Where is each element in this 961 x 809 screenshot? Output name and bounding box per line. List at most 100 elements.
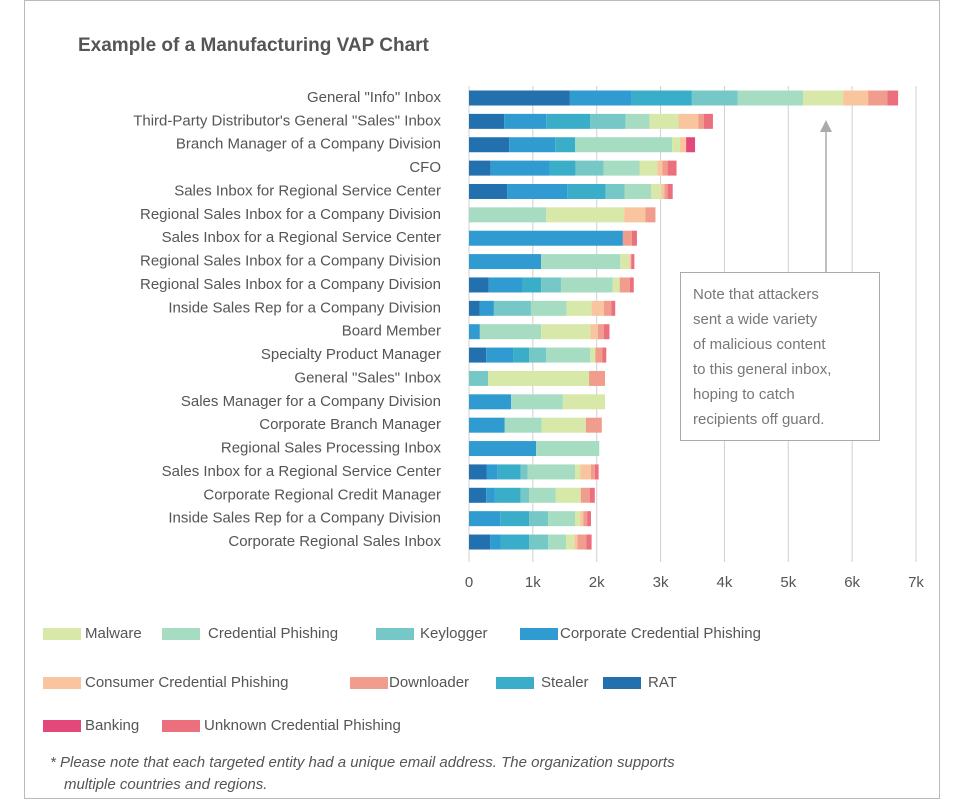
- y-tick-label: Corporate Branch Manager: [259, 416, 441, 433]
- bar-segment: [595, 347, 603, 363]
- x-tick-label: 2k: [589, 574, 605, 591]
- bar-segment: [511, 394, 563, 410]
- y-tick-label: Sales Manager for a Company Division: [181, 393, 441, 410]
- bar-segment: [612, 277, 620, 293]
- bar-segment: [590, 113, 626, 129]
- bar-segment: [583, 511, 588, 527]
- x-tick-label: 7k: [908, 574, 924, 591]
- bar-segment: [590, 324, 598, 340]
- bar-segment: [686, 137, 696, 153]
- annotation-line: Note that attackers: [693, 286, 819, 303]
- bar-segment: [529, 511, 549, 527]
- bar-segment: [469, 394, 512, 410]
- bar-segment: [513, 347, 530, 363]
- bar-segment: [541, 417, 586, 433]
- bar-segment: [575, 160, 604, 176]
- legend-label: Keylogger: [420, 625, 488, 642]
- bar-segment: [587, 511, 591, 527]
- bar-segment: [586, 534, 592, 550]
- bar-segment: [504, 417, 542, 433]
- bar-segment: [580, 487, 590, 503]
- bar-segment: [541, 324, 591, 340]
- bar-segment: [664, 183, 668, 199]
- y-tick-label: Specialty Product Manager: [261, 346, 441, 363]
- bar-segment: [589, 370, 606, 386]
- bar-segment: [566, 534, 575, 550]
- bar-segment: [580, 464, 591, 480]
- bar-segment: [469, 534, 491, 550]
- bar-segment: [469, 207, 547, 223]
- y-tick-label: Sales Inbox for a Regional Service Cente…: [162, 229, 441, 246]
- y-tick-label: Corporate Regional Credit Manager: [203, 486, 441, 503]
- x-tick-label: 3k: [653, 574, 669, 591]
- y-tick-label: Inside Sales Rep for a Company Division: [168, 299, 441, 316]
- bar-segment: [603, 324, 610, 340]
- bar-segment: [698, 113, 704, 129]
- bar-segment: [569, 90, 632, 106]
- legend-swatch: [162, 720, 200, 732]
- bar-segment: [555, 137, 576, 153]
- annotation-line: recipients off guard.: [693, 411, 824, 428]
- bar-segment: [843, 90, 869, 106]
- bar-segment: [469, 160, 491, 176]
- bar-segment: [494, 487, 521, 503]
- bar-segment: [469, 113, 505, 129]
- bar-segment: [629, 254, 632, 270]
- bar-segment: [469, 441, 537, 457]
- bar-segment: [602, 347, 607, 363]
- bar-segment: [549, 160, 576, 176]
- legend-swatch: [43, 677, 81, 689]
- y-tick-label: Regional Sales Inbox for a Company Divis…: [140, 276, 441, 293]
- bar-segment: [548, 534, 567, 550]
- footnote-line: multiple countries and regions.: [64, 776, 267, 793]
- bar-segment: [603, 300, 612, 316]
- legend-swatch: [520, 628, 558, 640]
- bar-segment: [631, 254, 635, 270]
- bar-segment: [737, 90, 803, 106]
- bar-segment: [887, 90, 899, 106]
- bar-segment: [529, 534, 549, 550]
- bar-segment: [546, 113, 591, 129]
- bar-segment: [629, 277, 634, 293]
- bar-segment: [591, 300, 604, 316]
- bar-segment: [703, 113, 713, 129]
- bar-segment: [555, 487, 581, 503]
- bar-segment: [620, 254, 630, 270]
- legend-label: Consumer Credential Phishing: [85, 674, 288, 691]
- bar-segment: [590, 464, 595, 480]
- bar-segment: [619, 277, 630, 293]
- legend-label: Malware: [85, 625, 142, 642]
- bar-segment: [469, 137, 510, 153]
- bar-segment: [479, 324, 542, 340]
- bar-segment: [662, 160, 668, 176]
- bar-segment: [520, 487, 530, 503]
- bar-segment: [624, 207, 646, 223]
- bar-segment: [520, 464, 528, 480]
- bar-segment: [548, 511, 576, 527]
- bar-segment: [469, 417, 505, 433]
- bar-segment: [488, 277, 523, 293]
- legend-swatch: [350, 677, 388, 689]
- bar-segment: [546, 347, 591, 363]
- footnote: * Please note that each targeted entity …: [50, 754, 675, 793]
- legend-swatch: [43, 628, 81, 640]
- bar-segment: [678, 113, 699, 129]
- annotation-line: hoping to catch: [693, 386, 795, 403]
- bar-segment: [560, 277, 613, 293]
- bar-segment: [622, 230, 632, 246]
- x-tick-label: 5k: [780, 574, 796, 591]
- annotation-line: of malicious content: [693, 336, 826, 353]
- bar-segment: [497, 464, 521, 480]
- bar-segment: [691, 90, 738, 106]
- y-tick-label: Regional Sales Inbox for a Company Divis…: [140, 253, 441, 270]
- bar-segment: [868, 90, 888, 106]
- x-tick-label: 1k: [525, 574, 541, 591]
- bar-segment: [469, 230, 623, 246]
- bar-segment: [469, 464, 487, 480]
- bar-segment: [574, 534, 578, 550]
- y-tick-label: Inside Sales Rep for a Company Division: [168, 510, 441, 527]
- annotation: Note that attackers sent a wide variety of…: [680, 120, 880, 441]
- bar-segment: [522, 277, 542, 293]
- bar-segment: [575, 137, 673, 153]
